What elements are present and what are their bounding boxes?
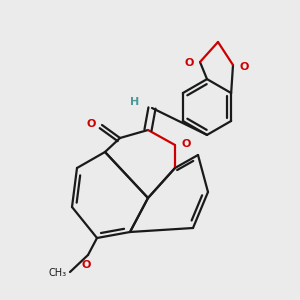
Text: O: O xyxy=(184,58,194,68)
Text: O: O xyxy=(240,61,249,71)
Text: O: O xyxy=(86,119,95,129)
Text: O: O xyxy=(182,139,191,149)
Text: CH₃: CH₃ xyxy=(49,268,67,278)
Text: H: H xyxy=(130,97,140,107)
Text: O: O xyxy=(82,260,91,270)
